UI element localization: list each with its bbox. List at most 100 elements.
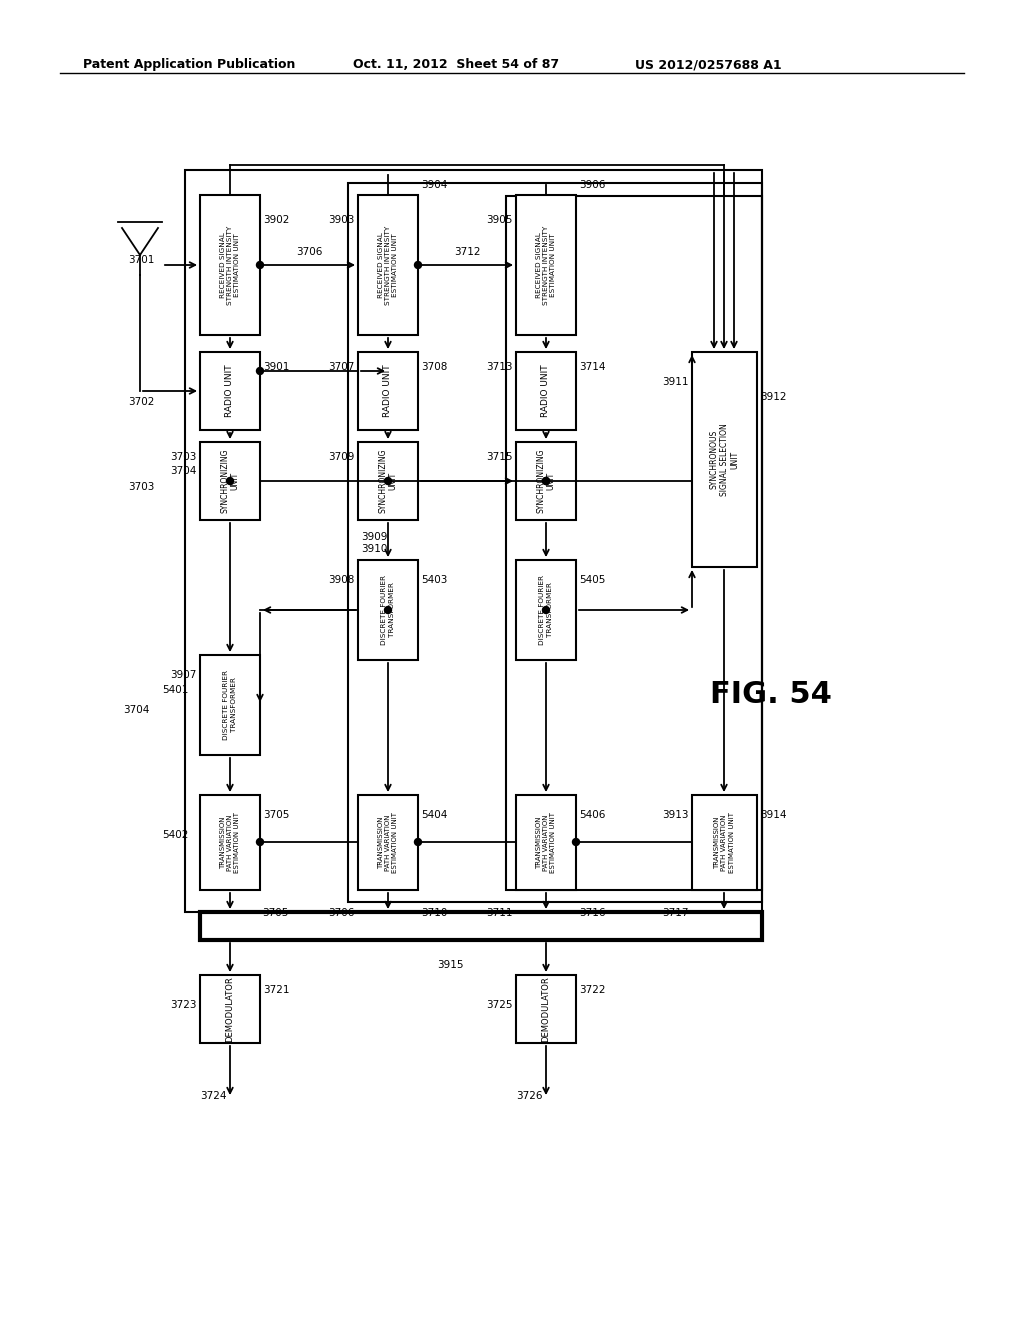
Text: RECEIVED SIGNAL
STRENGTH INTENSITY
ESTIMATION UNIT: RECEIVED SIGNAL STRENGTH INTENSITY ESTIM… xyxy=(378,226,398,305)
Text: Patent Application Publication: Patent Application Publication xyxy=(83,58,295,71)
Text: 3716: 3716 xyxy=(524,917,551,928)
Text: 3710: 3710 xyxy=(421,908,447,917)
Text: DEMODULATOR: DEMODULATOR xyxy=(225,975,234,1041)
Circle shape xyxy=(226,478,233,484)
Text: RECEIVED SIGNAL
STRENGTH INTENSITY
ESTIMATION UNIT: RECEIVED SIGNAL STRENGTH INTENSITY ESTIM… xyxy=(536,226,556,305)
Bar xyxy=(516,975,575,1043)
Bar xyxy=(348,183,762,902)
Text: 3716: 3716 xyxy=(579,908,605,917)
Text: 3912: 3912 xyxy=(760,392,786,403)
Text: US 2012/0257688 A1: US 2012/0257688 A1 xyxy=(635,58,781,71)
Bar xyxy=(516,442,575,520)
Circle shape xyxy=(415,261,422,268)
Bar xyxy=(516,795,575,890)
Text: 3910: 3910 xyxy=(361,544,387,554)
Text: 3722: 3722 xyxy=(579,985,605,995)
Text: 3708: 3708 xyxy=(421,362,447,372)
Circle shape xyxy=(415,838,422,846)
Text: 3907: 3907 xyxy=(171,671,197,680)
Text: 3913: 3913 xyxy=(663,810,689,820)
Bar xyxy=(516,352,575,430)
Bar xyxy=(516,560,575,660)
Text: 3911: 3911 xyxy=(663,378,689,387)
Bar xyxy=(200,912,762,940)
Text: 3706: 3706 xyxy=(366,917,392,928)
Text: 3902: 3902 xyxy=(263,215,290,224)
Text: 3706: 3706 xyxy=(296,247,323,257)
Text: 3715: 3715 xyxy=(486,451,513,462)
Text: SYNCHRONIZING
UNIT: SYNCHRONIZING UNIT xyxy=(537,449,556,513)
Text: TRANSMISSION
PATH VARIATION
ESTIMATION UNIT: TRANSMISSION PATH VARIATION ESTIMATION U… xyxy=(220,812,240,873)
Bar xyxy=(200,352,260,430)
Text: 3703: 3703 xyxy=(129,482,155,492)
Text: 3915: 3915 xyxy=(437,960,464,970)
Text: 3909: 3909 xyxy=(361,532,387,543)
Bar xyxy=(200,975,260,1043)
Text: 3707: 3707 xyxy=(329,362,355,372)
Bar xyxy=(358,442,418,520)
Text: 3705: 3705 xyxy=(263,810,290,820)
Bar xyxy=(358,795,418,890)
Bar xyxy=(358,352,418,430)
Text: 3701: 3701 xyxy=(129,255,155,265)
Text: 3711: 3711 xyxy=(486,908,513,917)
Text: 3723: 3723 xyxy=(171,1001,197,1010)
Text: TRANSMISSION
PATH VARIATION
ESTIMATION UNIT: TRANSMISSION PATH VARIATION ESTIMATION U… xyxy=(536,812,556,873)
Circle shape xyxy=(543,478,550,484)
Text: DISCRETE FOURIER
TRANSFORMER: DISCRETE FOURIER TRANSFORMER xyxy=(540,576,553,645)
Text: 3703: 3703 xyxy=(171,451,197,462)
Text: 5403: 5403 xyxy=(421,576,447,585)
Text: Oct. 11, 2012  Sheet 54 of 87: Oct. 11, 2012 Sheet 54 of 87 xyxy=(353,58,559,71)
Text: 3704: 3704 xyxy=(124,705,150,715)
Bar xyxy=(358,195,418,335)
Text: 3914: 3914 xyxy=(760,810,786,820)
Text: 5401: 5401 xyxy=(162,685,188,696)
Bar xyxy=(200,195,260,335)
Circle shape xyxy=(256,261,263,268)
Bar xyxy=(692,352,757,568)
Text: 5404: 5404 xyxy=(421,810,447,820)
Bar xyxy=(200,655,260,755)
Text: 3724: 3724 xyxy=(201,1092,227,1101)
Text: 3906: 3906 xyxy=(579,180,605,190)
Circle shape xyxy=(543,606,550,614)
Text: 3721: 3721 xyxy=(263,985,290,995)
Text: 3908: 3908 xyxy=(329,576,355,585)
Text: 3903: 3903 xyxy=(329,215,355,224)
Circle shape xyxy=(543,478,550,484)
Bar xyxy=(516,195,575,335)
Text: RADIO UNIT: RADIO UNIT xyxy=(542,364,551,417)
Text: 3704: 3704 xyxy=(171,466,197,477)
Text: 5406: 5406 xyxy=(579,810,605,820)
Text: RADIO UNIT: RADIO UNIT xyxy=(225,364,234,417)
Bar xyxy=(506,195,762,890)
Bar xyxy=(692,795,757,890)
Text: SYNCHRONIZING
UNIT: SYNCHRONIZING UNIT xyxy=(220,449,240,513)
Text: SYNCHRONOUS
SIGNAL SELECTION
UNIT: SYNCHRONOUS SIGNAL SELECTION UNIT xyxy=(710,424,739,496)
Text: RADIO UNIT: RADIO UNIT xyxy=(384,364,392,417)
Text: DISCRETE FOURIER
TRANSFORMER: DISCRETE FOURIER TRANSFORMER xyxy=(223,671,237,741)
Text: 5405: 5405 xyxy=(579,576,605,585)
Text: DEMODULATOR: DEMODULATOR xyxy=(542,975,551,1041)
Text: 3705: 3705 xyxy=(262,908,289,917)
Text: 3717: 3717 xyxy=(663,908,689,917)
Bar xyxy=(200,442,260,520)
Bar xyxy=(358,560,418,660)
Text: 3904: 3904 xyxy=(421,180,447,190)
Text: RECEIVED SIGNAL
STRENGTH INTENSITY
ESTIMATION UNIT: RECEIVED SIGNAL STRENGTH INTENSITY ESTIM… xyxy=(220,226,240,305)
Circle shape xyxy=(256,367,263,375)
Text: TRANSMISSION
PATH VARIATION
ESTIMATION UNIT: TRANSMISSION PATH VARIATION ESTIMATION U… xyxy=(378,812,398,873)
Text: 3702: 3702 xyxy=(129,397,155,407)
Text: 3726: 3726 xyxy=(516,1092,543,1101)
Circle shape xyxy=(572,838,580,846)
Text: 3905: 3905 xyxy=(486,215,513,224)
Circle shape xyxy=(256,838,263,846)
Bar xyxy=(185,170,762,912)
Text: SYNCHRONIZING
UNIT: SYNCHRONIZING UNIT xyxy=(378,449,397,513)
Text: 3714: 3714 xyxy=(579,362,605,372)
Text: TRANSMISSION
PATH VARIATION
ESTIMATION UNIT: TRANSMISSION PATH VARIATION ESTIMATION U… xyxy=(715,812,734,873)
Circle shape xyxy=(384,478,391,484)
Text: 3725: 3725 xyxy=(486,1001,513,1010)
Text: 3712: 3712 xyxy=(454,247,480,257)
Text: 3713: 3713 xyxy=(486,362,513,372)
